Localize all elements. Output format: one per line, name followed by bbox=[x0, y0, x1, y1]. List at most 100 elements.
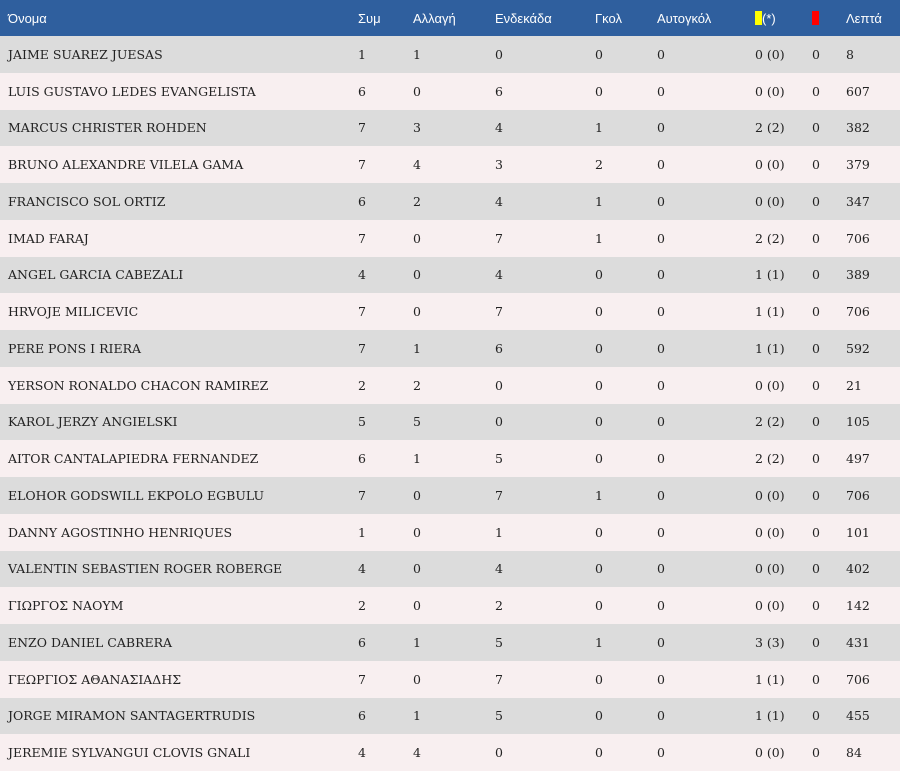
apps-cell: 6 bbox=[358, 634, 366, 650]
yellow-suffix: (*) bbox=[762, 10, 776, 26]
subs-cell: 1 bbox=[413, 46, 421, 62]
minutes-cell: 607 bbox=[846, 83, 870, 99]
col-header-own-goals[interactable]: Αυτογκόλ bbox=[657, 10, 712, 26]
minutes-cell: 101 bbox=[846, 524, 870, 540]
yellow-cards-cell: 0 (0) bbox=[755, 377, 785, 393]
minutes-cell: 84 bbox=[846, 745, 862, 761]
header-row: Όνομα Συμ Αλλαγή Ενδεκάδα Γκολ Αυτογκόλ … bbox=[0, 0, 900, 36]
player-name[interactable]: PERE PONS I RIERA bbox=[8, 340, 142, 356]
subs-cell: 0 bbox=[413, 598, 421, 614]
table-row: HRVOJE MILICEVIC 7 0 7 0 0 1 (1) 0 706 bbox=[0, 293, 900, 330]
table-row: PERE PONS I RIERA 7 1 6 0 0 1 (1) 0 592 bbox=[0, 330, 900, 367]
col-header-name[interactable]: Όνομα bbox=[8, 10, 47, 26]
yellow-cards-cell: 3 (3) bbox=[755, 634, 785, 650]
player-name[interactable]: DANNY AGOSTINHO HENRIQUES bbox=[8, 524, 233, 540]
col-header-yellow-cards[interactable]: (*) bbox=[755, 0, 812, 36]
table-row: JEREMIE SYLVANGUI CLOVIS GNALI 4 4 0 0 0 0 (0)… bbox=[0, 734, 900, 771]
goals-cell: 0 bbox=[595, 267, 603, 283]
goals-cell: 0 bbox=[595, 414, 603, 430]
red-cards-cell: 0 bbox=[812, 634, 820, 650]
player-name[interactable]: YERSON RONALDO CHACON RAMIREZ bbox=[8, 377, 269, 393]
player-name[interactable]: ΓΙΩΡΓΟΣ ΝΑΟΥΜ bbox=[8, 598, 124, 614]
own-goals-cell: 0 bbox=[657, 304, 665, 320]
player-name[interactable]: FRANCISCO SOL ORTIZ bbox=[8, 193, 166, 209]
minutes-cell: 142 bbox=[846, 598, 870, 614]
player-name[interactable]: IMAD FARAJ bbox=[8, 230, 89, 246]
minutes-cell: 592 bbox=[846, 340, 870, 356]
apps-cell: 1 bbox=[358, 46, 366, 62]
apps-cell: 4 bbox=[358, 561, 366, 577]
goals-cell: 0 bbox=[595, 46, 603, 62]
player-name[interactable]: ENZO DANIEL CABRERA bbox=[8, 634, 173, 650]
col-header-subs[interactable]: Αλλαγή bbox=[413, 10, 456, 26]
minutes-cell: 389 bbox=[846, 267, 870, 283]
col-header-red-cards[interactable] bbox=[812, 0, 846, 36]
table-row: ENZO DANIEL CABRERA 6 1 5 1 0 3 (3) 0 431 bbox=[0, 624, 900, 661]
table-row: LUIS GUSTAVO LEDES EVANGELISTA 6 0 6 0 0 0 (0)… bbox=[0, 72, 900, 110]
player-name[interactable]: BRUNO ALEXANDRE VILELA GAMA bbox=[8, 157, 244, 173]
goals-cell: 1 bbox=[595, 487, 603, 503]
player-name[interactable]: ANGEL GARCIA CABEZALI bbox=[8, 267, 184, 283]
starting-cell: 0 bbox=[495, 414, 503, 430]
col-header-goals[interactable]: Γκολ bbox=[595, 10, 622, 26]
minutes-cell: 706 bbox=[846, 487, 870, 503]
subs-cell: 2 bbox=[413, 193, 421, 209]
red-cards-cell: 0 bbox=[812, 340, 820, 356]
player-name[interactable]: JORGE MIRAMON SANTAGERTRUDIS bbox=[8, 708, 256, 724]
yellow-cards-cell: 0 (0) bbox=[755, 561, 785, 577]
own-goals-cell: 0 bbox=[657, 157, 665, 173]
subs-cell: 2 bbox=[413, 377, 421, 393]
col-header-starting[interactable]: Ενδεκάδα bbox=[495, 10, 552, 26]
player-name[interactable]: AITOR CANTALAPIEDRA FERNANDEZ bbox=[8, 451, 259, 467]
red-cards-cell: 0 bbox=[812, 598, 820, 614]
apps-cell: 2 bbox=[358, 377, 366, 393]
table-row: MARCUS CHRISTER ROHDEN 7 3 4 1 0 2 (2) 0 382 bbox=[0, 109, 900, 147]
subs-cell: 1 bbox=[413, 451, 421, 467]
subs-cell: 1 bbox=[413, 708, 421, 724]
own-goals-cell: 0 bbox=[657, 377, 665, 393]
minutes-cell: 497 bbox=[846, 451, 870, 467]
goals-cell: 0 bbox=[595, 561, 603, 577]
apps-cell: 6 bbox=[358, 451, 366, 467]
own-goals-cell: 0 bbox=[657, 598, 665, 614]
own-goals-cell: 0 bbox=[657, 745, 665, 761]
yellow-cards-cell: 0 (0) bbox=[755, 193, 785, 209]
subs-cell: 3 bbox=[413, 120, 421, 136]
starting-cell: 4 bbox=[495, 267, 503, 283]
goals-cell: 0 bbox=[595, 377, 603, 393]
own-goals-cell: 0 bbox=[657, 671, 665, 687]
player-name[interactable]: MARCUS CHRISTER ROHDEN bbox=[8, 120, 207, 136]
table-row: JORGE MIRAMON SANTAGERTRUDIS 6 1 5 0 0 1 (1) 0 4… bbox=[0, 697, 900, 735]
col-header-minutes[interactable]: Λεπτά bbox=[846, 10, 882, 26]
own-goals-cell: 0 bbox=[657, 193, 665, 209]
own-goals-cell: 0 bbox=[657, 524, 665, 540]
subs-cell: 0 bbox=[413, 561, 421, 577]
col-header-apps[interactable]: Συμ bbox=[358, 10, 381, 26]
starting-cell: 1 bbox=[495, 524, 503, 540]
minutes-cell: 382 bbox=[846, 120, 870, 136]
yellow-cards-cell: 0 (0) bbox=[755, 83, 785, 99]
player-name[interactable]: JEREMIE SYLVANGUI CLOVIS GNALI bbox=[8, 745, 251, 761]
table-row: ANGEL GARCIA CABEZALI 4 0 4 0 0 1 (1) 0 389 bbox=[0, 256, 900, 294]
subs-cell: 4 bbox=[413, 157, 421, 173]
player-name[interactable]: VALENTIN SEBASTIEN ROGER ROBERGE bbox=[8, 561, 283, 577]
yellow-cards-cell: 0 (0) bbox=[755, 745, 785, 761]
own-goals-cell: 0 bbox=[657, 340, 665, 356]
yellow-cards-cell: 1 (1) bbox=[755, 671, 785, 687]
apps-cell: 7 bbox=[358, 487, 366, 503]
red-cards-cell: 0 bbox=[812, 524, 820, 540]
minutes-cell: 706 bbox=[846, 671, 870, 687]
player-name[interactable]: ΓΕΩΡΓΙΟΣ ΑΘΑΝΑΣΙΑΔΗΣ bbox=[8, 671, 182, 687]
starting-cell: 3 bbox=[495, 157, 503, 173]
minutes-cell: 347 bbox=[846, 193, 870, 209]
player-name[interactable]: JAIME SUAREZ JUESAS bbox=[8, 46, 163, 62]
apps-cell: 7 bbox=[358, 230, 366, 246]
red-cards-cell: 0 bbox=[812, 230, 820, 246]
player-name[interactable]: HRVOJE MILICEVIC bbox=[8, 304, 139, 320]
starting-cell: 4 bbox=[495, 193, 503, 209]
player-name[interactable]: LUIS GUSTAVO LEDES EVANGELISTA bbox=[8, 83, 256, 99]
player-name[interactable]: KAROL JERZY ANGIELSKI bbox=[8, 414, 178, 430]
player-name[interactable]: ELOHOR GODSWILL EKPOLO EGBULU bbox=[8, 487, 265, 503]
table-row: ΓΙΩΡΓΟΣ ΝΑΟΥΜ 2 0 2 0 0 0 (0) 0 142 bbox=[0, 587, 900, 624]
